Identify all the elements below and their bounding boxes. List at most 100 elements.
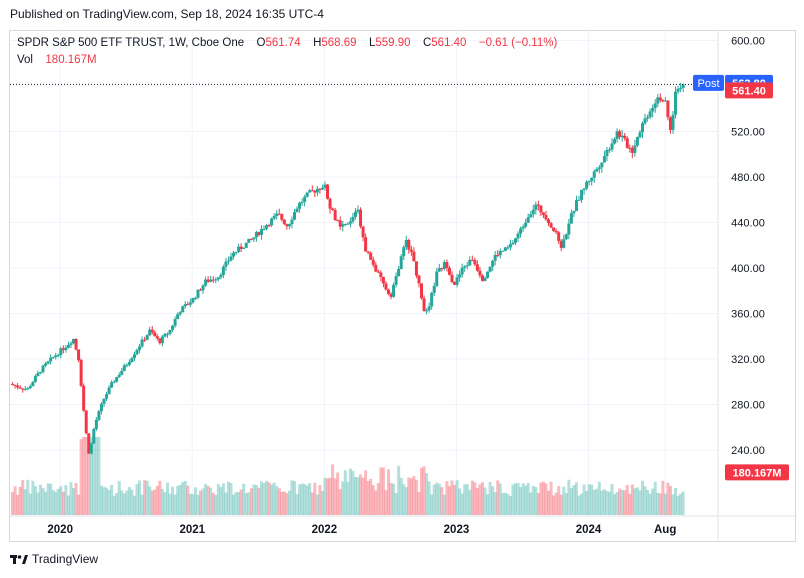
volume-bar [249,488,253,515]
post-badge-label: Post [697,78,719,90]
candle-body [539,205,543,213]
volume-bar [615,492,619,515]
candle-body [36,372,40,377]
candle-body [181,306,185,313]
candle-body [420,283,424,299]
candle-body [592,171,596,178]
candle-body [293,212,297,220]
volume-bar [176,485,180,515]
candle-body [49,357,53,362]
volume-bar [41,487,45,515]
candle-body [486,271,490,278]
volume-bar [435,482,439,515]
volume-bar [595,488,599,515]
candle-body [135,349,139,355]
candle-body [534,204,538,210]
volume-bar [488,481,492,515]
candle-body [618,131,622,138]
volume-bar [191,494,195,515]
x-axis-tick-label: 2024 [576,524,602,536]
legend-symbol[interactable]: SPDR S&P 500 ETF TRUST, 1W, Cboe One [17,37,245,49]
volume-bar [242,483,246,515]
volume-bar [36,492,40,515]
candle-body [74,338,78,350]
candle-body [381,277,385,284]
candle-body [450,274,454,283]
candle-body [196,289,200,298]
candle-body [226,260,230,262]
candle-body [193,297,197,299]
candle-body [569,213,573,224]
volume-bar [674,487,678,515]
volume-bar [366,481,370,515]
candle-body [303,196,307,202]
candle-body [580,189,584,200]
volume-bar [577,495,581,515]
volume-bar [303,484,307,515]
candle-body [173,319,177,326]
legend-ohlc-row: SPDR S&P 500 ETF TRUST, 1W, Cboe One O56… [17,35,557,52]
candle-body [562,239,566,248]
candle-body [587,181,591,183]
volume-bar [237,492,241,515]
volume-bar [572,485,576,515]
volume-bar [628,493,632,515]
volume-bar [562,486,566,515]
volume-bar [140,494,144,515]
volume-bar [247,492,251,515]
legend-open-label: O [256,37,266,49]
candle-body [87,433,91,454]
candle-body [97,411,101,420]
candle-body [326,184,330,199]
candle-body [148,329,152,336]
volume-bar [625,485,629,515]
volume-bar [376,483,380,515]
candle-body [643,118,647,124]
volume-bar [214,494,218,515]
candle-body [404,239,408,248]
volume-bar [399,477,403,515]
candle-body [536,204,540,206]
volume-bar [171,486,175,515]
candle-body [574,200,578,211]
volume-bar [135,483,139,515]
volume-bar [534,487,538,515]
footer[interactable]: TradingView [10,552,98,566]
candle-body [140,339,144,347]
candle-body [392,284,396,297]
candle-body [41,365,45,373]
candle-body [216,277,220,280]
candle-body [11,384,15,386]
y-axis-tick-label: 600.00 [731,36,765,48]
candle-body [475,264,479,271]
volume-tag [725,464,789,481]
volume-bar [122,493,126,515]
volume-bar [646,489,650,515]
volume-bar [496,480,500,515]
candle-body [99,403,103,412]
candle-body [384,283,388,290]
candle-body [549,223,553,228]
volume-bar [681,491,685,515]
candle-body [270,218,274,226]
volume-bar [267,482,271,515]
volume-bar [623,490,627,515]
candle-body [516,233,520,239]
legend-change: −0.61 (−0.11%) [478,37,558,49]
volume-bar [656,492,660,515]
chart-legend: SPDR S&P 500 ETF TRUST, 1W, Cboe One O56… [17,35,557,69]
candle-body [359,209,363,227]
candle-body [348,221,352,224]
candle-body [615,131,619,140]
volume-bar [49,483,53,515]
candle-body [607,149,611,151]
volume-bar [51,490,55,515]
candle-body [376,271,380,273]
candle-body [491,260,495,267]
volume-bar [201,488,205,515]
volume-bar [199,490,203,515]
volume-bar [193,487,197,515]
volume-bar [16,494,20,515]
candle-body [201,285,205,291]
